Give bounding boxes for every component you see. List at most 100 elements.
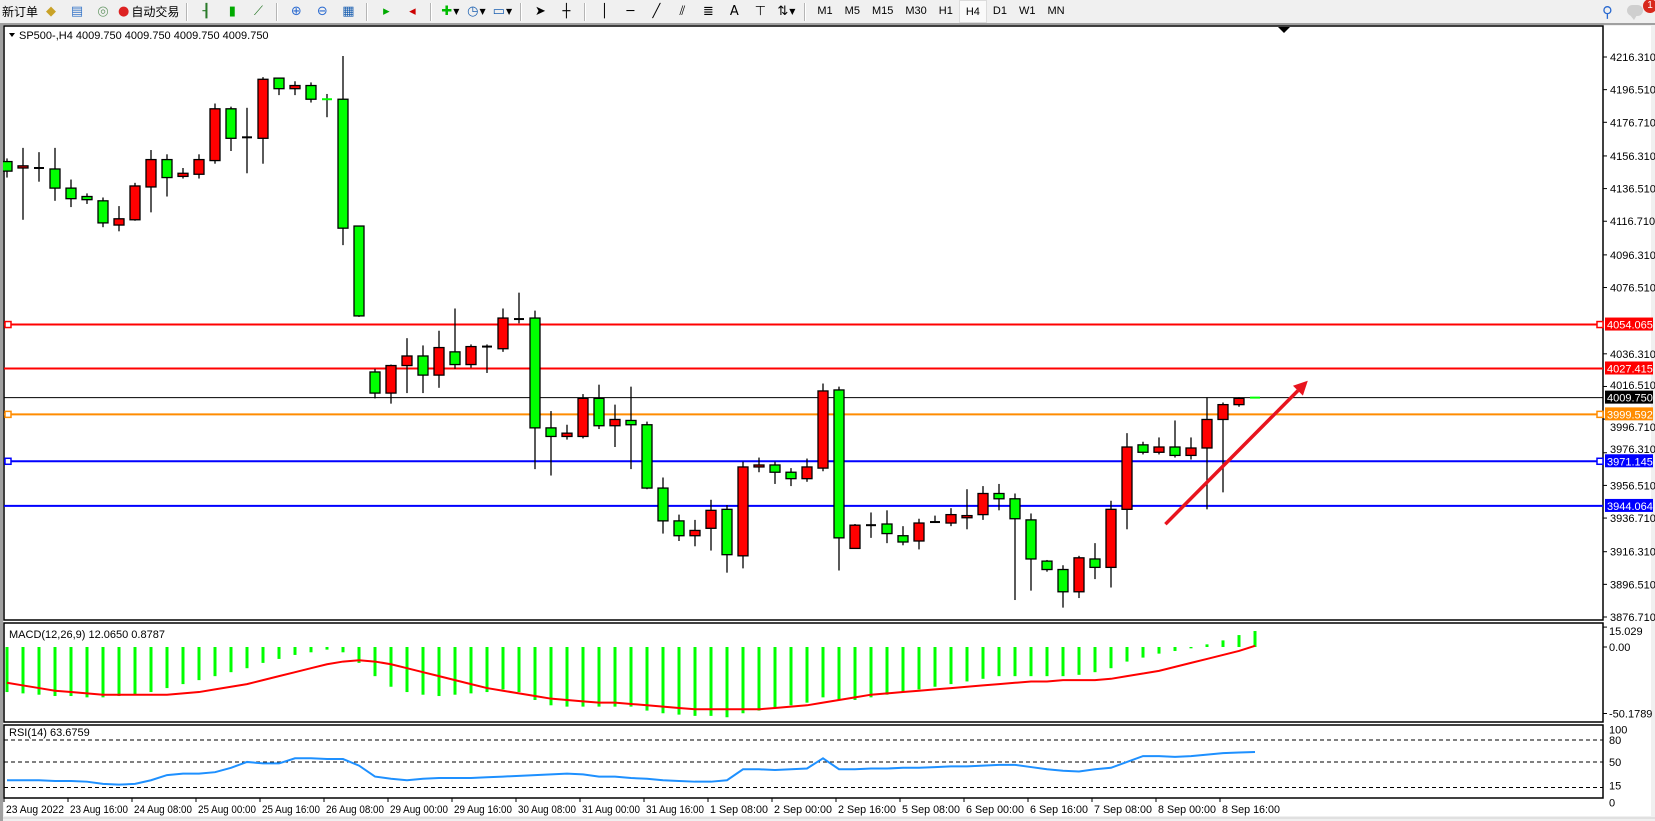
price-label-box (1605, 498, 1653, 512)
timeframe-mn[interactable]: MN (1047, 4, 1065, 17)
price-tick-label: 4216.310 (1610, 52, 1655, 64)
candle-body (97, 200, 109, 224)
time-tick-label: 2 Sep 16:00 (838, 804, 896, 816)
candle-body (193, 158, 205, 175)
time-tick-label: 7 Sep 08:00 (1094, 804, 1152, 816)
level-handle[interactable] (4, 410, 12, 419)
timeframe-h4[interactable]: H4 (958, 0, 987, 23)
horizontal-line-icon[interactable]: ─ (626, 4, 635, 19)
price-tick-label: 3976.310 (1610, 444, 1655, 456)
rsi-tick-label: 50 (1609, 757, 1621, 769)
timeframe-group: M1 M5 M15 M30 H1 H4 D1 W1 MN (811, 0, 1070, 23)
candle-body (577, 397, 589, 438)
candle-body (417, 355, 429, 376)
equidistant-channel-icon[interactable]: ⫽ (679, 4, 686, 19)
fibonacci-icon[interactable]: ≣ (702, 4, 714, 19)
price-label: 4054.065 (1607, 320, 1653, 332)
market-watch-icon[interactable]: ◆ (46, 4, 57, 19)
zoom-in-icon[interactable]: ⊕ (290, 4, 302, 19)
candle-body (1057, 568, 1069, 593)
bar-chart-icon[interactable]: ┨ (202, 4, 211, 19)
collapse-triangle-icon[interactable] (9, 33, 15, 37)
text-label-icon[interactable]: ⊤ (754, 4, 767, 19)
auto-trading-label: 自动交易 (131, 5, 180, 19)
vertical-line-icon[interactable]: │ (600, 4, 609, 19)
timeframe-w1[interactable]: W1 (1018, 4, 1036, 17)
timeframe-m15[interactable]: M15 (871, 4, 894, 17)
indicators-icon: ✚ (441, 4, 453, 19)
price-label-box (1605, 454, 1653, 468)
price-label: 3971.145 (1607, 456, 1653, 468)
tile-windows-icon[interactable]: ▦ (342, 4, 355, 19)
line-chart-icon[interactable]: ⟋ (253, 4, 263, 19)
level-handle[interactable] (4, 320, 12, 329)
time-tick-label: 6 Sep 00:00 (966, 804, 1024, 816)
candlestick-icon[interactable]: ▮ (228, 4, 236, 19)
timeframe-m30[interactable]: M30 (905, 4, 927, 17)
level-handle[interactable] (4, 457, 12, 466)
crosshair-icon[interactable]: ┼ (562, 4, 571, 19)
price-tick-label: 4076.510 (1610, 283, 1655, 295)
price-label: 4009.750 (1607, 393, 1653, 405)
candle-body (529, 317, 541, 429)
level-handle[interactable] (1596, 320, 1604, 329)
timeframe-m5[interactable]: M5 (844, 4, 860, 17)
timeframe-h1[interactable]: H1 (938, 4, 953, 17)
toolbar-divider (584, 2, 587, 21)
time-tick-label: 5 Sep 08:00 (902, 804, 960, 816)
candle-body (1105, 508, 1117, 569)
navigator-icon[interactable]: ◎ (97, 4, 109, 19)
auto-scroll-icon[interactable]: ▸ (383, 4, 390, 19)
timeframe-d1[interactable]: D1 (992, 4, 1007, 17)
arrows-button[interactable]: ⇅ ▼ (775, 1, 797, 22)
time-tick-label: 30 Aug 08:00 (518, 804, 576, 816)
data-window-icon[interactable]: ▤ (70, 4, 84, 19)
level-handle[interactable] (1596, 457, 1604, 466)
candle-body (1137, 444, 1149, 453)
candle-body (961, 514, 973, 519)
candle-body (1169, 446, 1181, 457)
rsi-label: RSI(14) 63.6759 (9, 727, 90, 739)
text-icon[interactable]: A (729, 4, 739, 19)
time-tick-label: 31 Aug 00:00 (582, 804, 640, 816)
templates-button[interactable]: ▭ ▼ (491, 1, 513, 22)
level-handle[interactable] (1596, 410, 1604, 419)
macd-pane-frame (3, 622, 1604, 723)
time-tick-label: 1 Sep 08:00 (710, 804, 768, 816)
rsi-tick-label: 15 (1609, 781, 1621, 793)
zoom-out-icon[interactable]: ⊖ (316, 4, 328, 19)
candle-body (449, 351, 461, 366)
indicators-button[interactable]: ✚ ▼ (439, 1, 461, 22)
price-tick-label: 4036.310 (1610, 349, 1655, 361)
chart-shift-icon[interactable]: ◂ (409, 4, 416, 19)
search-icon[interactable]: ⚲ (1602, 2, 1613, 21)
candle-body (945, 513, 957, 524)
trend-arrow-head[interactable] (1292, 380, 1308, 396)
candle-body (641, 424, 653, 489)
toolbar-divider (276, 2, 279, 21)
candle-body (385, 364, 397, 394)
auto-trading-button[interactable]: ● 自动交易 (118, 1, 179, 22)
candle-body (721, 508, 733, 556)
candle-body (17, 165, 29, 169)
price-tick-label: 3956.510 (1610, 480, 1655, 492)
periods-button[interactable]: ◷ ▼ (465, 1, 487, 22)
trendline-icon[interactable]: ╱ (652, 4, 661, 19)
toolbar-divider (430, 2, 433, 21)
candle-body (881, 523, 893, 535)
arrows-icon: ⇅ (777, 4, 789, 19)
chat-bubble-icon (1627, 4, 1643, 20)
timeframe-m1[interactable]: M1 (817, 4, 833, 17)
candle-body (305, 84, 317, 100)
candle-body (1185, 447, 1197, 457)
messages-button[interactable]: 1 (1627, 0, 1655, 21)
toolbar-divider (366, 2, 369, 21)
new-order-button[interactable]: 新订单 (2, 5, 39, 19)
caret-down-icon: ▼ (789, 7, 796, 16)
candle-body (673, 520, 685, 537)
macd-signal-line (6, 644, 1256, 711)
trend-arrow-line[interactable] (1164, 389, 1300, 526)
toolbar-divider (804, 2, 807, 21)
cursor-icon[interactable]: ➤ (534, 4, 546, 19)
